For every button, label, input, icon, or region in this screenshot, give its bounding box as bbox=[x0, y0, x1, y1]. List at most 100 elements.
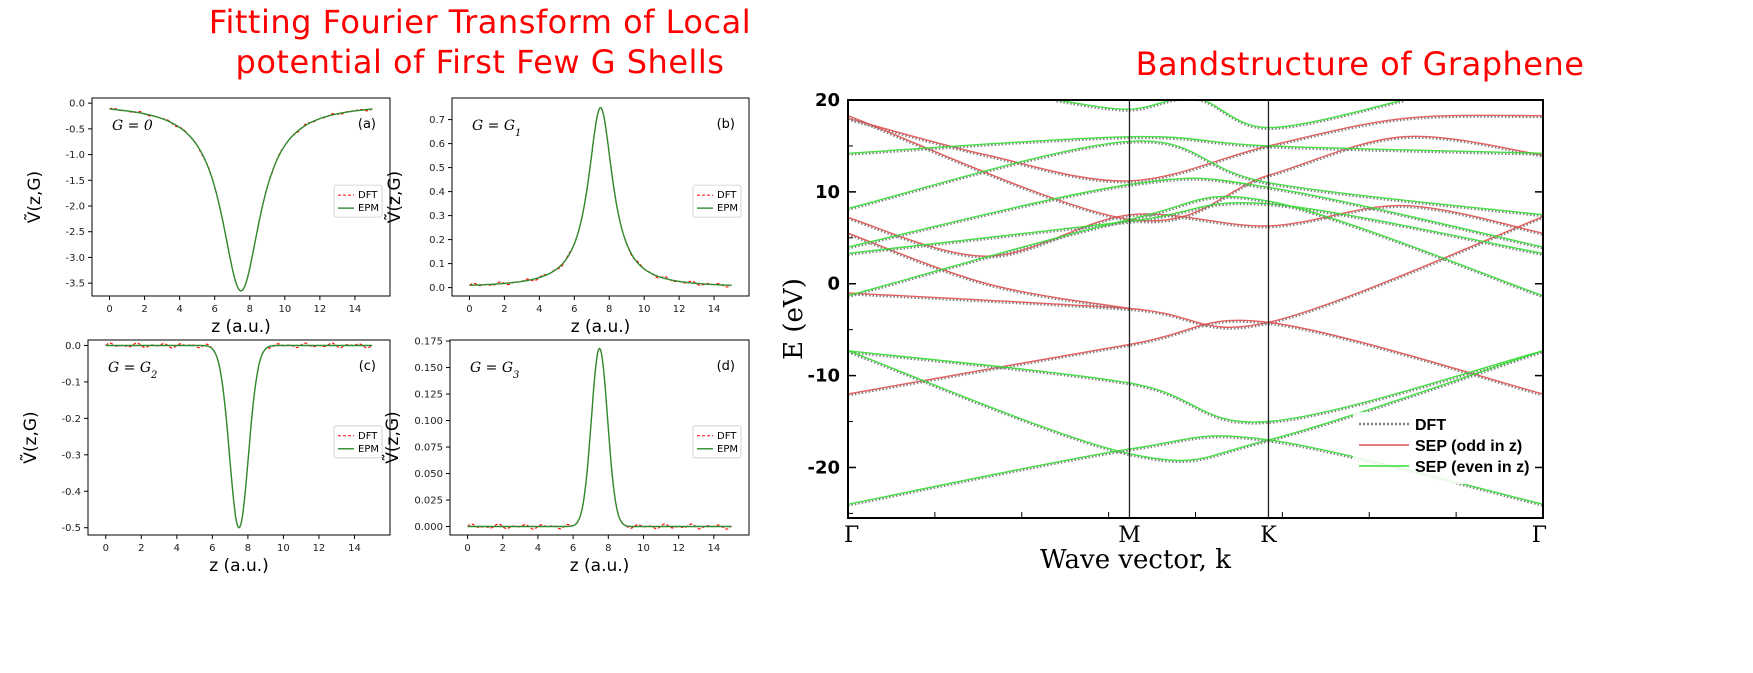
sep-band-7 bbox=[848, 350, 1543, 462]
shell-annotation: G = G3 bbox=[470, 360, 519, 381]
legend-box bbox=[692, 184, 742, 218]
sep-band-11 bbox=[848, 177, 1543, 248]
x-tick-label: 14 bbox=[708, 304, 721, 315]
legend-epm-label: EPM bbox=[358, 444, 379, 455]
dft-band-11 bbox=[848, 178, 1543, 250]
y-axis-label: Ṽ(z,G) bbox=[383, 171, 405, 223]
y-tick-label: 0.000 bbox=[414, 522, 443, 533]
y-axis-label: Ṽ(z,G) bbox=[23, 171, 45, 223]
y-tick-label: 0.125 bbox=[414, 390, 443, 401]
y-tick-label: -2.5 bbox=[65, 227, 85, 238]
x-tick-label: 4 bbox=[536, 304, 542, 315]
y-tick-label: -10 bbox=[807, 366, 840, 387]
x-tick-label: 2 bbox=[501, 304, 507, 315]
x-axis-label: z (a.u.) bbox=[211, 317, 271, 337]
left-heading: Fitting Fourier Transform of Local poten… bbox=[200, 2, 760, 82]
dft-band-10 bbox=[848, 196, 1543, 299]
y-tick-label: 0.0 bbox=[65, 341, 81, 352]
potential-panel-c: 0 2 4 6 8 10 12 14 0.0 -0.1 -0.2 -0.3 -0.4 -0.5 z (a.u… bbox=[19, 339, 391, 576]
x-tick-label: 2 bbox=[141, 304, 147, 315]
sep-band-0 bbox=[848, 216, 1543, 329]
x-tick-label: 10 bbox=[638, 304, 651, 315]
potential-panel-b: 0 2 4 6 8 10 12 14 0.0 0.1 0.2 0.3 0.4 0.5 0.6 0.7 z (a.… bbox=[383, 97, 750, 337]
dft-band-6 bbox=[848, 351, 1543, 425]
x-axis-label: z (a.u.) bbox=[570, 556, 630, 576]
y-tick-label: 0.175 bbox=[414, 337, 443, 348]
k-point-label: M bbox=[1118, 523, 1141, 548]
x-tick-label: 4 bbox=[176, 304, 182, 315]
x-tick-label: 6 bbox=[212, 304, 218, 315]
band-curves bbox=[848, 100, 1543, 507]
y-tick-label: -0.2 bbox=[61, 414, 81, 425]
dft-band-1 bbox=[848, 320, 1543, 397]
sep-band-10 bbox=[848, 195, 1543, 297]
legend-dft-label: DFT bbox=[358, 190, 378, 201]
epm-curve bbox=[105, 344, 373, 529]
sep-band-9 bbox=[848, 201, 1543, 255]
sep-band-14 bbox=[1056, 100, 1405, 129]
sep-band-2 bbox=[848, 232, 1130, 310]
legend-epm-label: EPM bbox=[358, 203, 379, 214]
y-tick-label: 0.5 bbox=[429, 163, 445, 174]
shell-annotation: G = G2 bbox=[108, 360, 157, 381]
plot-frame bbox=[87, 339, 391, 536]
sep-band-1 bbox=[848, 319, 1543, 395]
x-tick-label: 8 bbox=[245, 543, 251, 554]
x-tick-label: 14 bbox=[349, 304, 362, 315]
y-axis-label: Ṽ(z,G) bbox=[19, 411, 41, 463]
legend-dft-label: DFT bbox=[1415, 417, 1446, 434]
dft-band-0 bbox=[848, 217, 1543, 330]
right-heading: Bandstructure of Graphene bbox=[1135, 45, 1585, 83]
y-tick-label: 0.1 bbox=[429, 259, 445, 270]
panel-label: (b) bbox=[717, 117, 735, 132]
dft-band-5 bbox=[848, 116, 1543, 224]
epm-curve bbox=[467, 347, 732, 528]
y-tick-label: 0.050 bbox=[414, 469, 443, 480]
x-axis-label: z (a.u.) bbox=[209, 556, 269, 576]
y-tick-label: -3.5 bbox=[65, 279, 85, 290]
y-tick-label: 20 bbox=[815, 90, 840, 111]
x-tick-label: 2 bbox=[138, 543, 144, 554]
y-tick-label: 0.3 bbox=[429, 211, 445, 222]
panel-label: (c) bbox=[359, 359, 376, 374]
legend-even-label: SEP (even in z) bbox=[1415, 459, 1529, 476]
y-tick-label: -2.0 bbox=[65, 202, 85, 213]
x-tick-label: 8 bbox=[247, 304, 253, 315]
x-tick-label: 12 bbox=[673, 304, 686, 315]
y-tick-label: -0.3 bbox=[61, 450, 81, 461]
potential-panel-d: 0 2 4 6 8 10 12 14 0.000 0.025 0.050 0.075 0.100 0.12… bbox=[381, 337, 750, 576]
plot-frame bbox=[449, 339, 750, 536]
y-tick-label: -1.5 bbox=[65, 176, 85, 187]
sep-band-6 bbox=[848, 350, 1543, 423]
x-tick-label: 8 bbox=[606, 304, 612, 315]
plot-frame bbox=[451, 97, 750, 297]
legend-epm-label: EPM bbox=[717, 444, 738, 455]
y-tick-label: 0.025 bbox=[414, 496, 443, 507]
left-heading-line1: Fitting Fourier Transform of Local bbox=[208, 3, 752, 41]
x-tick-label: 0 bbox=[103, 543, 109, 554]
dft-band-9 bbox=[848, 203, 1543, 256]
legend-dft-label: DFT bbox=[717, 431, 737, 442]
y-tick-label: 0.150 bbox=[414, 363, 443, 374]
y-tick-label: 0.4 bbox=[429, 187, 445, 198]
x-tick-label: 2 bbox=[500, 543, 506, 554]
y-tick-label: 0.7 bbox=[429, 115, 445, 126]
x-tick-label: 0 bbox=[464, 543, 470, 554]
x-tick-label: 10 bbox=[277, 543, 290, 554]
epm-curve bbox=[469, 106, 732, 286]
x-tick-label: 10 bbox=[278, 304, 291, 315]
dft-band-4 bbox=[848, 115, 1543, 184]
legend-odd-label: SEP (odd in z) bbox=[1415, 438, 1522, 455]
x-tick-label: 10 bbox=[637, 543, 650, 554]
k-point-label: Γ bbox=[844, 523, 859, 548]
dft-band-2 bbox=[848, 233, 1130, 311]
x-tick-label: 6 bbox=[570, 543, 576, 554]
x-tick-label: 4 bbox=[535, 543, 541, 554]
y-tick-label: 0.100 bbox=[414, 416, 443, 427]
y-axis-label: Ṽ(z,G) bbox=[381, 411, 403, 463]
legend-epm-label: EPM bbox=[717, 203, 738, 214]
y-tick-label: 0.0 bbox=[69, 99, 85, 110]
panel-label: (d) bbox=[717, 359, 735, 374]
left-heading-line2: potential of First Few G Shells bbox=[235, 43, 725, 81]
